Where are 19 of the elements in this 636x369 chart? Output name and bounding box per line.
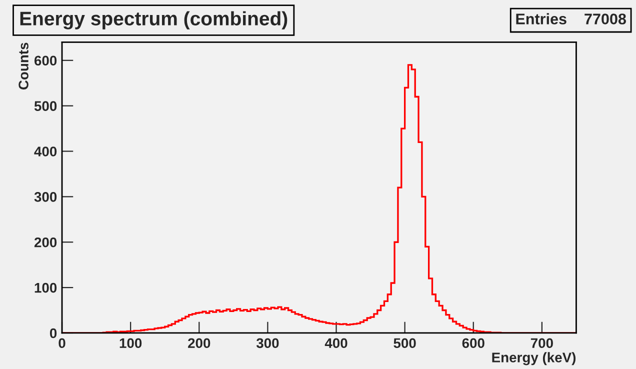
y-tick-label: 100 bbox=[34, 282, 57, 293]
y-axis-title: Counts bbox=[18, 42, 28, 90]
x-tick-label: 300 bbox=[256, 338, 279, 348]
x-tick-label: 700 bbox=[530, 338, 553, 348]
x-tick-label: 600 bbox=[462, 338, 484, 348]
y-tick-label: 300 bbox=[34, 192, 57, 202]
x-tick-label: 200 bbox=[188, 338, 210, 348]
x-tick-label: 100 bbox=[120, 338, 142, 348]
y-tick-label: 400 bbox=[34, 146, 57, 156]
y-tick-label: 500 bbox=[34, 101, 57, 111]
chart-title: Energy spectrum (combined) bbox=[20, 11, 288, 30]
text: Entries 77008 bbox=[516, 13, 626, 24]
y-tick-label: 200 bbox=[34, 237, 57, 248]
x-tick-label: 0 bbox=[58, 338, 66, 348]
y-tick-label: 600 bbox=[34, 56, 57, 66]
y-tick-label: 0 bbox=[50, 328, 57, 338]
x-axis-title: Energy (keV) bbox=[492, 352, 576, 366]
x-tick-label: 400 bbox=[324, 338, 348, 348]
x-tick-label: 500 bbox=[394, 338, 416, 348]
